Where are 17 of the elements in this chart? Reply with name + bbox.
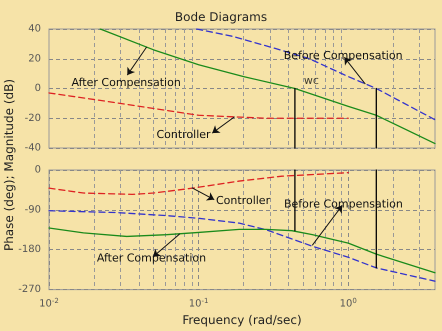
y-tick-label: 40 (28, 24, 41, 34)
x-axis-title: Frequency (rad/sec) (182, 313, 302, 327)
y-tick-label: 20 (28, 53, 41, 64)
y-tick-label: -90 (24, 204, 41, 216)
y-axis-title: Phase (deg); Magnitude (dB) (2, 78, 16, 252)
y-tick-label: -20 (24, 112, 41, 124)
y-tick-label: -180 (18, 244, 41, 256)
annotation: After Compensation (96, 252, 206, 265)
y-tick-label: -270 (18, 284, 41, 296)
y-tick-label: 0 (34, 83, 41, 94)
y-tick-label: 0 (34, 164, 41, 176)
chart-title: Bode Diagrams (174, 10, 268, 24)
annotation: After Compensation (71, 76, 181, 89)
annotation: Controller (156, 128, 212, 141)
annotation: wc (304, 74, 319, 87)
y-tick-label: -40 (24, 142, 41, 154)
annotation: Controller (216, 194, 271, 208)
